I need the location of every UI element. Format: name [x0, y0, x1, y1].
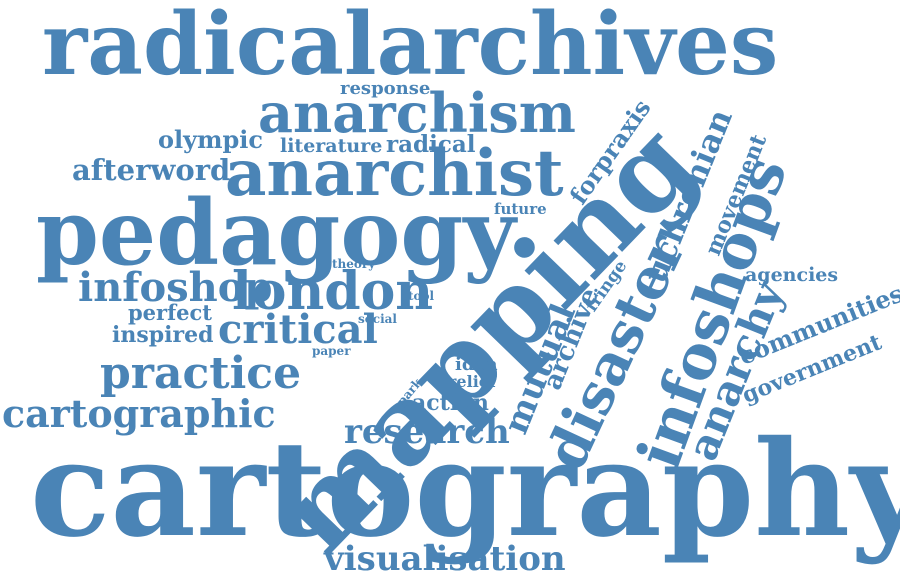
word-practice: practice [100, 348, 302, 399]
word-infoshop: infoshop [78, 264, 273, 311]
word-inspired: inspired [112, 322, 214, 348]
word-social: social [358, 312, 397, 326]
word-literature: literature [280, 135, 383, 157]
word-action: action [412, 390, 489, 416]
word-paper: paper [312, 344, 351, 358]
word-future: future [494, 200, 547, 218]
word-cartographic: cartographic [2, 391, 276, 436]
word-perfect: perfect [128, 300, 212, 325]
word-visualisation: visualisation [324, 539, 566, 579]
word-radicalarchives: radicalarchives [42, 0, 779, 95]
word-agencies: agencies [745, 264, 839, 286]
word-idea: idea [455, 354, 498, 375]
word-cartography: cartography [30, 412, 900, 567]
word-relief: relief [448, 372, 496, 391]
word-response: response [340, 78, 431, 99]
word-anarchism: anarchism [258, 81, 576, 145]
word-radical: radical [386, 131, 476, 158]
word-afterword: afterword [72, 153, 231, 187]
word-london: london [232, 261, 434, 322]
word-critical: critical [218, 306, 378, 353]
word-anarchist: anarchist [225, 136, 564, 211]
word-theory: theory [332, 257, 376, 271]
word-pedagogy: pedagogy [36, 180, 516, 286]
word-research: research [344, 412, 510, 452]
word-olympic: olympic [158, 125, 263, 154]
word-tool: tool [408, 289, 435, 303]
